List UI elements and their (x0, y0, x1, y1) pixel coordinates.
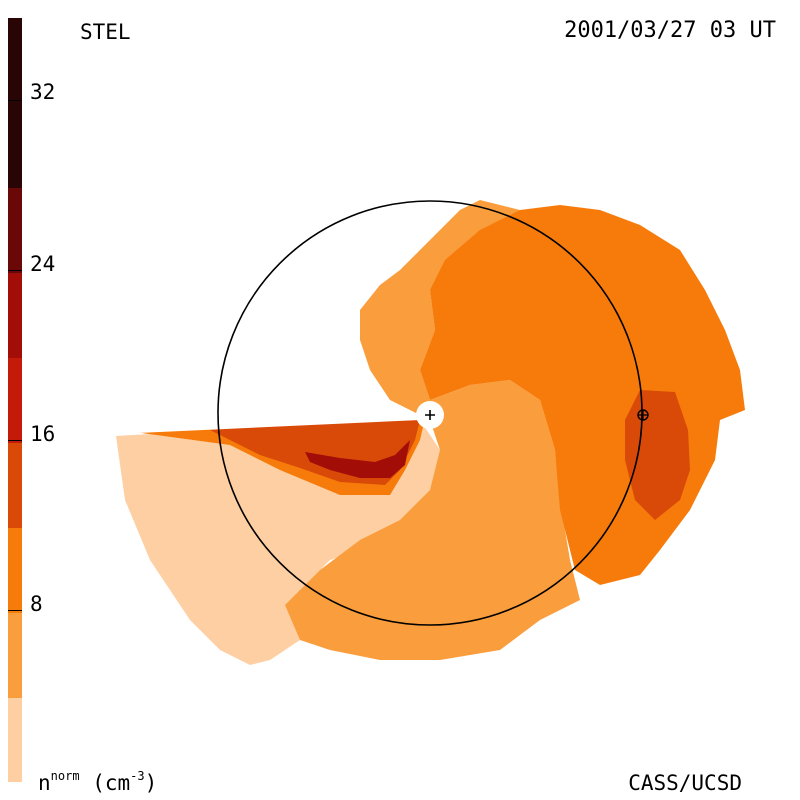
density-region-mid (285, 200, 580, 660)
colorbar-level (8, 528, 22, 613)
colorbar-level (8, 18, 22, 103)
density-region-peak (305, 440, 410, 478)
unit-close: ) (144, 771, 158, 795)
timestamp-label: 2001/03/27 03 UT (564, 18, 776, 43)
colorbar-level (8, 698, 22, 782)
credit-label: CASS/UCSD (628, 771, 742, 795)
colorbar-tick-label: 8 (30, 592, 43, 616)
observatory-label: STEL (80, 20, 131, 44)
colorbar-level (8, 443, 22, 528)
colorbar-tick-label: 16 (30, 422, 56, 446)
data-gap (116, 416, 420, 434)
colorbar-level (8, 103, 22, 188)
quantity-superscript: norm (50, 769, 80, 783)
colorbar-tick-mark (8, 100, 22, 101)
colorbar-level (8, 273, 22, 358)
colorbar-tick-mark (8, 610, 22, 611)
quantity-symbol: n (38, 771, 51, 795)
colorbar-unit-label: nnorm (cm-3) (38, 769, 157, 795)
colorbar-tick-label: 24 (30, 252, 56, 276)
earth-orbit (217, 200, 643, 626)
colorbar-tick-mark (8, 440, 22, 441)
sun-plus-icon (425, 410, 435, 420)
earth-cross (638, 410, 648, 420)
colorbar-level (8, 358, 22, 443)
colorbar-level (8, 613, 22, 698)
unit-superscript: -3 (130, 769, 145, 783)
colorbar-tick-mark (8, 270, 22, 271)
colorbar-level (8, 188, 22, 273)
colorbar-tick-label: 32 (30, 80, 56, 104)
density-colorbar (8, 18, 22, 782)
unit-open: (cm (92, 771, 131, 795)
